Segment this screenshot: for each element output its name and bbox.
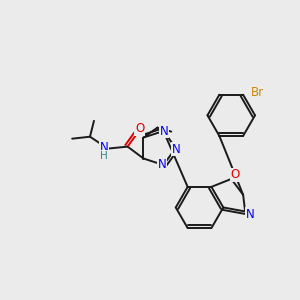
Text: O: O [231, 169, 240, 182]
Text: N: N [100, 141, 108, 154]
Text: O: O [135, 122, 144, 135]
Text: H: H [100, 151, 108, 160]
Text: N: N [160, 124, 169, 138]
Text: N: N [171, 142, 180, 155]
Text: N: N [246, 208, 254, 221]
Text: Br: Br [250, 86, 264, 99]
Text: N: N [158, 158, 167, 172]
